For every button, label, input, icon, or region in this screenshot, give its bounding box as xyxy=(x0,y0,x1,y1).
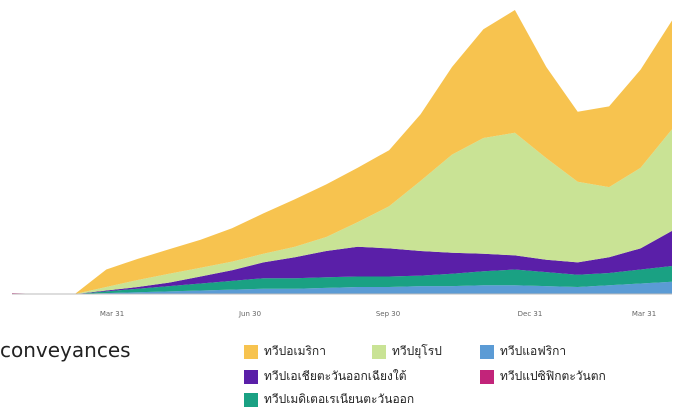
x-tick-label: Mar 31 xyxy=(100,310,124,318)
area-series-3 xyxy=(12,230,672,294)
legend-swatch-africa xyxy=(480,344,494,359)
x-tick-label: Dec 31 xyxy=(518,310,543,318)
x-tick-label: Jun 30 xyxy=(238,310,261,318)
area-series-0 xyxy=(12,281,672,294)
legend-swatch-eastern-mediterranean xyxy=(244,392,258,407)
legend-label-africa: ทวีปแอฟริกา xyxy=(500,344,567,358)
chart-legend: ทวีปอเมริกา ทวีปยุโรป ทวีปแอฟริกา ทวีปเอ… xyxy=(244,342,674,412)
legend-item-southeast-asia: ทวีปเอเชียตะวันออกเฉียงใต้ xyxy=(244,367,407,386)
legend-swatch-americas xyxy=(244,344,258,359)
area-series-group xyxy=(12,10,672,294)
legend-swatch-europe xyxy=(372,344,386,359)
x-tick-label: Sep 30 xyxy=(376,310,400,318)
x-axis-ticks: Mar 31 Jun 30 Sep 30 Dec 31 Mar 31 xyxy=(100,310,656,318)
legend-label-europe: ทวีปยุโรป xyxy=(392,344,442,358)
x-tick-label: Mar 31 xyxy=(632,310,656,318)
legend-item-western-pacific: ทวีปแปซิฟิกตะวันตก xyxy=(480,367,606,386)
chart-area: Mar 31 Jun 30 Sep 30 Dec 31 Mar 31 xyxy=(12,10,672,318)
chart-caption: conveyances xyxy=(0,338,131,362)
legend-label-eastern-mediterranean: ทวีปเมดิเตอเรเนียนตะวันออก xyxy=(264,392,415,406)
legend-swatch-southeast-asia xyxy=(244,369,258,384)
legend-label-americas: ทวีปอเมริกา xyxy=(264,344,326,358)
legend-item-africa: ทวีปแอฟริกา xyxy=(480,342,566,361)
stacked-area-chart: Mar 31 Jun 30 Sep 30 Dec 31 Mar 31 xyxy=(12,10,672,318)
legend-label-western-pacific: ทวีปแปซิฟิกตะวันตก xyxy=(500,369,606,383)
legend-swatch-western-pacific xyxy=(480,369,494,384)
legend-item-americas: ทวีปอเมริกา xyxy=(244,342,326,361)
legend-label-southeast-asia: ทวีปเอเชียตะวันออกเฉียงใต้ xyxy=(264,369,407,383)
area-series-2 xyxy=(12,266,672,294)
area-series-5 xyxy=(12,10,672,294)
legend-item-europe: ทวีปยุโรป xyxy=(372,342,442,361)
legend-item-eastern-mediterranean: ทวีปเมดิเตอเรเนียนตะวันออก xyxy=(244,390,414,409)
area-series-4 xyxy=(12,129,672,294)
